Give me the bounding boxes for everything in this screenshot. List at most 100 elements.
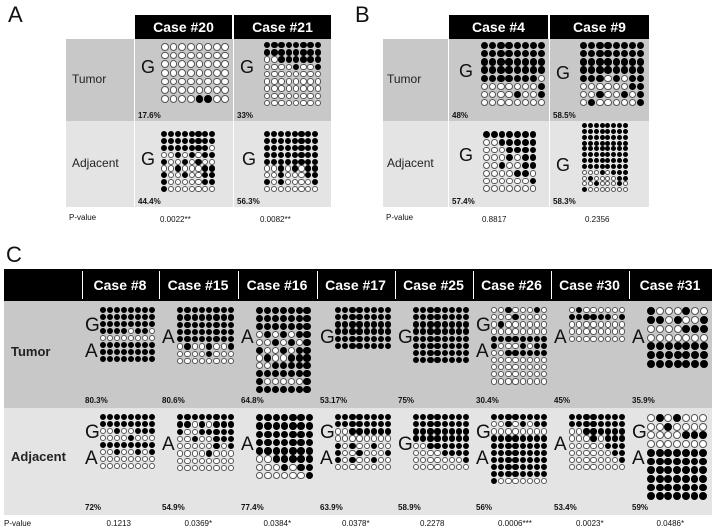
unmethylated-cpg bbox=[441, 456, 448, 464]
unmethylated-cpg bbox=[279, 378, 287, 386]
unmethylated-cpg bbox=[128, 335, 135, 342]
unmethylated-cpg bbox=[178, 43, 187, 51]
methylated-cpg bbox=[700, 360, 709, 369]
unmethylated-cpg bbox=[596, 82, 604, 90]
unmethylated-cpg bbox=[169, 94, 178, 103]
methylated-cpg bbox=[342, 314, 349, 321]
unmethylated-cpg bbox=[279, 338, 287, 346]
unmethylated-cpg bbox=[521, 177, 529, 185]
methylated-cpg bbox=[673, 342, 682, 351]
methylated-cpg bbox=[264, 430, 272, 439]
methylated-cpg bbox=[263, 370, 271, 378]
methylated-cpg bbox=[617, 123, 623, 129]
methylated-cpg bbox=[611, 435, 619, 442]
methylated-cpg bbox=[583, 314, 590, 321]
unmethylated-cpg bbox=[292, 78, 300, 85]
unmethylated-cpg bbox=[497, 90, 505, 99]
unmethylated-cpg bbox=[664, 324, 673, 333]
unmethylated-cpg bbox=[384, 456, 392, 464]
unmethylated-cpg bbox=[209, 186, 216, 193]
unmethylated-cpg bbox=[596, 98, 604, 107]
unmethylated-cpg bbox=[307, 99, 314, 107]
methylated-cpg bbox=[673, 492, 681, 501]
unmethylated-cpg bbox=[149, 435, 156, 442]
unmethylated-cpg bbox=[135, 335, 142, 342]
unmethylated-cpg bbox=[498, 342, 505, 349]
methylated-cpg bbox=[448, 349, 455, 357]
methylated-cpg bbox=[256, 314, 264, 322]
unmethylated-cpg bbox=[526, 321, 533, 328]
unmethylated-cpg bbox=[611, 321, 619, 328]
methylated-cpg bbox=[582, 140, 588, 146]
methylated-cpg bbox=[384, 321, 392, 328]
methylated-cpg bbox=[537, 50, 546, 58]
methylated-cpg bbox=[604, 314, 611, 321]
methylated-cpg bbox=[142, 307, 149, 314]
unmethylated-cpg bbox=[533, 356, 541, 364]
methylated-cpg bbox=[655, 457, 664, 466]
methylated-cpg bbox=[198, 314, 206, 321]
methylated-cpg bbox=[448, 321, 455, 328]
methylated-cpg bbox=[305, 131, 312, 138]
methylated-cpg bbox=[107, 328, 114, 335]
pvalue: 0.0486* bbox=[656, 519, 685, 528]
sequence-letter: A bbox=[85, 341, 98, 362]
unmethylated-cpg bbox=[434, 463, 441, 471]
methylated-cpg bbox=[184, 321, 191, 328]
methylated-cpg bbox=[636, 90, 645, 99]
methylated-cpg bbox=[599, 123, 605, 129]
unmethylated-cpg bbox=[169, 51, 178, 60]
methylated-cpg bbox=[204, 94, 212, 103]
unmethylated-cpg bbox=[298, 179, 305, 186]
unmethylated-cpg bbox=[576, 335, 583, 342]
methylated-cpg bbox=[149, 307, 156, 314]
methylated-cpg bbox=[448, 342, 455, 349]
methylated-cpg bbox=[220, 428, 227, 435]
methylated-cpg bbox=[149, 428, 156, 435]
methylated-cpg bbox=[506, 138, 514, 146]
methylated-cpg bbox=[277, 137, 284, 144]
unmethylated-cpg bbox=[490, 154, 498, 162]
methylated-cpg bbox=[664, 342, 673, 351]
methylated-cpg bbox=[664, 474, 673, 483]
unmethylated-cpg bbox=[604, 307, 611, 314]
unmethylated-cpg bbox=[300, 85, 307, 92]
methylated-cpg bbox=[434, 349, 441, 357]
unmethylated-cpg bbox=[100, 435, 107, 442]
methylated-cpg bbox=[305, 438, 314, 447]
unmethylated-cpg bbox=[178, 68, 187, 77]
unmethylated-cpg bbox=[605, 181, 611, 187]
methylated-cpg bbox=[191, 336, 198, 343]
methylated-cpg bbox=[462, 435, 470, 442]
unmethylated-cpg bbox=[533, 328, 541, 335]
methylated-cpg bbox=[279, 346, 287, 354]
unmethylated-cpg bbox=[177, 357, 184, 365]
methylated-cpg bbox=[264, 414, 272, 422]
methylated-cpg bbox=[427, 356, 434, 364]
methylated-cpg bbox=[498, 442, 505, 449]
methylated-cpg bbox=[349, 321, 356, 328]
unmethylated-cpg bbox=[483, 138, 490, 146]
methylated-cpg bbox=[335, 307, 342, 314]
methylated-cpg bbox=[114, 449, 121, 456]
unmethylated-cpg bbox=[221, 60, 230, 69]
methylated-cpg bbox=[128, 356, 135, 363]
unmethylated-cpg bbox=[100, 456, 107, 463]
unmethylated-cpg bbox=[167, 165, 174, 172]
methylated-cpg bbox=[420, 328, 427, 335]
methylated-cpg bbox=[533, 349, 541, 357]
methylated-cpg bbox=[277, 144, 284, 151]
methylated-cpg bbox=[298, 131, 305, 138]
methylated-cpg bbox=[540, 456, 548, 464]
methylated-cpg bbox=[307, 56, 314, 63]
unmethylated-cpg bbox=[448, 456, 455, 464]
unmethylated-cpg bbox=[221, 51, 230, 60]
methylated-cpg bbox=[349, 456, 356, 464]
methylated-cpg bbox=[462, 342, 470, 349]
methylated-cpg bbox=[699, 457, 708, 466]
methylated-cpg bbox=[673, 466, 681, 475]
methylated-cpg bbox=[681, 448, 690, 457]
methylated-cpg bbox=[107, 442, 114, 449]
methylated-cpg bbox=[611, 140, 617, 146]
methylated-cpg bbox=[213, 421, 220, 428]
